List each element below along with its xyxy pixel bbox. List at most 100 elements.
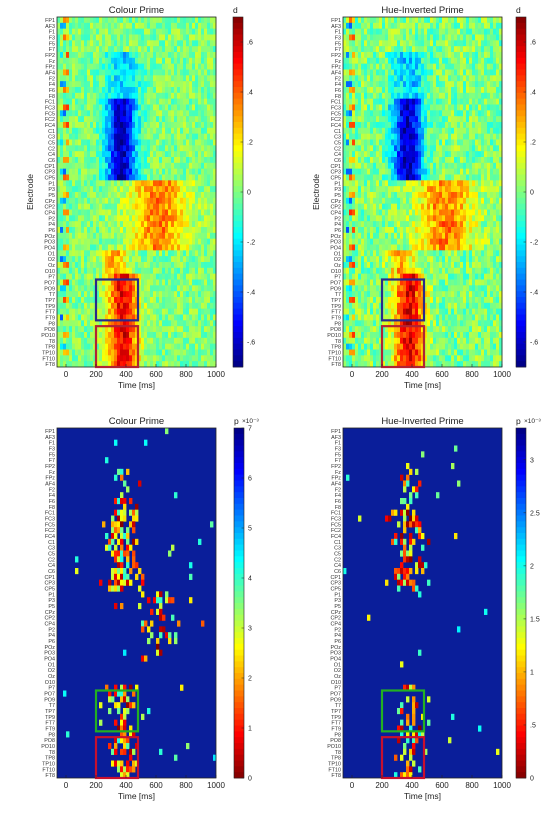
heatmap-cell (168, 344, 171, 350)
heatmap-cell (111, 87, 114, 93)
heatmap-cell (385, 145, 388, 151)
heatmap-cell (165, 17, 168, 23)
heatmap-cell (153, 204, 156, 210)
heatmap-cell (463, 140, 466, 146)
heatmap-cell (159, 186, 162, 192)
heatmap-cell (162, 192, 165, 198)
heatmap-cell (463, 75, 466, 81)
heatmap-cell (183, 157, 186, 163)
heatmap-cell (424, 151, 427, 157)
heatmap-cell (117, 186, 120, 192)
heatmap-cell (427, 134, 430, 140)
heatmap-cell (60, 320, 63, 326)
heatmap-cell (442, 52, 445, 58)
heatmap-cell (132, 169, 135, 175)
heatmap-cell (418, 151, 421, 157)
heatmap-cell (469, 81, 472, 87)
heatmap-cell (484, 175, 487, 181)
heatmap-cell (96, 145, 99, 151)
heatmap-cell (177, 116, 180, 122)
heatmap-cell (81, 169, 84, 175)
heatmap-cell (147, 285, 150, 291)
heatmap-cell (385, 81, 388, 87)
heatmap-cell (201, 291, 204, 297)
heatmap-cell (373, 186, 376, 192)
heatmap-cell (105, 122, 108, 128)
heatmap-cell (144, 81, 147, 87)
heatmap-cell (111, 303, 114, 309)
heatmap-cell (177, 245, 180, 251)
heatmap-cell (60, 256, 63, 262)
heatmap-cell (478, 75, 481, 81)
heatmap-cell (454, 35, 457, 41)
heatmap-cell (180, 128, 183, 134)
heatmap-cell (141, 134, 144, 140)
heatmap-cell (460, 40, 463, 46)
heatmap-cell (69, 75, 72, 81)
heatmap-cell (123, 58, 126, 64)
heatmap-cell (60, 70, 63, 76)
heatmap-cell (493, 29, 496, 35)
heatmap-cell (105, 221, 108, 227)
heatmap-cell (60, 23, 63, 29)
heatmap-cell (204, 303, 207, 309)
heatmap-cell (180, 233, 183, 239)
heatmap-cell (472, 116, 475, 122)
heatmap-cell (186, 291, 189, 297)
heatmap-cell (96, 58, 99, 64)
heatmap-cell (132, 250, 135, 256)
heatmap-cell (117, 268, 120, 274)
heatmap-cell (409, 46, 412, 52)
heatmap-cell (120, 332, 123, 338)
heatmap-cell (460, 122, 463, 128)
heatmap-cell (162, 134, 165, 140)
heatmap-cell (475, 99, 478, 105)
heatmap-cell (78, 332, 81, 338)
heatmap-cell (433, 186, 436, 192)
heatmap-cell (57, 198, 60, 204)
heatmap-cell (490, 75, 493, 81)
heatmap-cell (105, 99, 108, 105)
heatmap-cell (430, 29, 433, 35)
heatmap-cell (391, 180, 394, 186)
heatmap-cell (147, 361, 150, 367)
heatmap-cell (57, 227, 60, 233)
heatmap-cell (111, 75, 114, 81)
heatmap-cell (475, 128, 478, 134)
heatmap-cell (120, 163, 123, 169)
heatmap-cell (183, 320, 186, 326)
heatmap-cell (478, 29, 481, 35)
heatmap-cell (153, 64, 156, 70)
heatmap-cell (183, 116, 186, 122)
heatmap-cell (177, 99, 180, 105)
heatmap-cell (78, 245, 81, 251)
heatmap-cell (481, 192, 484, 198)
heatmap-cell (394, 116, 397, 122)
heatmap-cell (150, 70, 153, 76)
heatmap-cell (367, 140, 370, 146)
heatmap-cell (183, 215, 186, 221)
x-tick-label: 200 (89, 370, 103, 379)
heatmap-cell (162, 29, 165, 35)
heatmap-cell (90, 192, 93, 198)
heatmap-cell (144, 192, 147, 198)
heatmap-cell (162, 169, 165, 175)
heatmap-cell (430, 75, 433, 81)
heatmap-cell (207, 157, 210, 163)
heatmap-cell (418, 140, 421, 146)
heatmap-cell (147, 297, 150, 303)
heatmap-cell (409, 110, 412, 116)
heatmap-cell (60, 58, 63, 64)
colorbar-step (233, 315, 243, 321)
heatmap-cell (162, 204, 165, 210)
heatmap-cell (60, 116, 63, 122)
heatmap-cell (406, 93, 409, 99)
heatmap-cell (90, 221, 93, 227)
heatmap-cell (147, 186, 150, 192)
heatmap-cell (180, 163, 183, 169)
heatmap-cell (204, 186, 207, 192)
heatmap-cell (150, 274, 153, 280)
heatmap-cell (484, 192, 487, 198)
heatmap-cell (171, 87, 174, 93)
heatmap-cell (150, 350, 153, 356)
